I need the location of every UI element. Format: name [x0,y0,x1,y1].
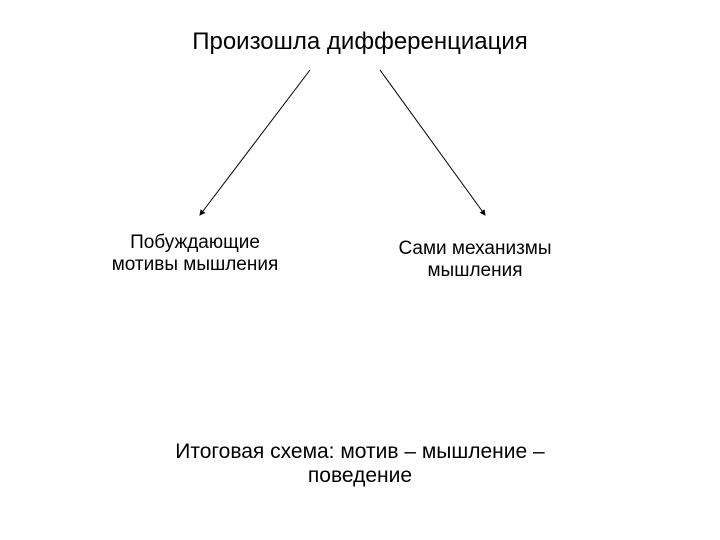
branch-label-left: Побуждающие мотивы мышления [110,232,280,276]
branch-line-left [200,70,310,215]
diagram-title: Произошла дифференциация [0,28,720,56]
diagram-summary: Итоговая схема: мотив – мышление – повед… [155,440,565,488]
branch-label-right: Сами механизмы мышления [380,238,570,282]
branch-line-right [380,70,485,215]
